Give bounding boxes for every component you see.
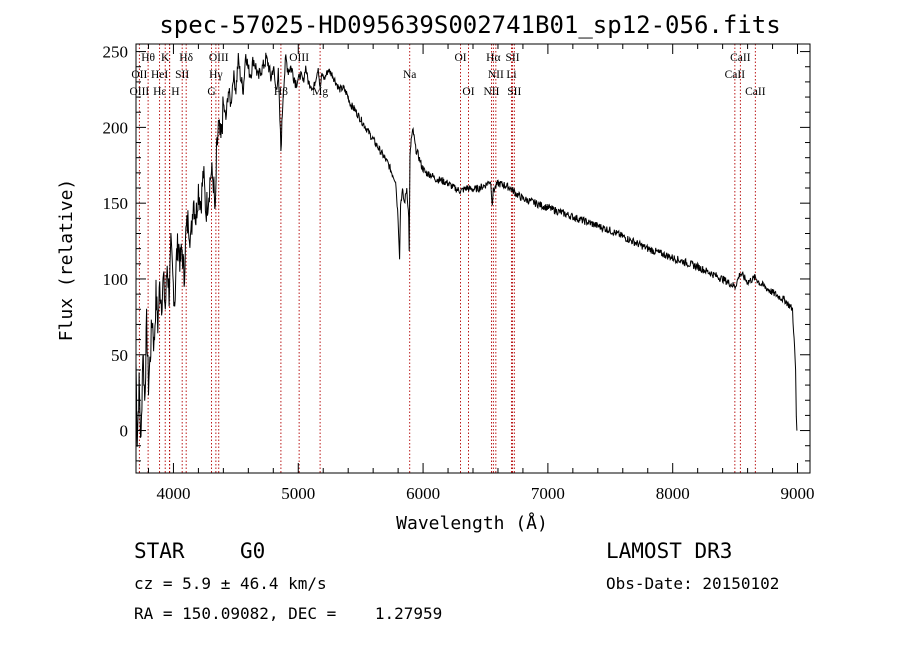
line-label: OIII <box>129 86 149 98</box>
line-label: OIII <box>289 52 309 64</box>
line-label: OI <box>454 52 466 64</box>
line-label: SII <box>175 69 189 81</box>
line-label: Hα <box>486 52 500 64</box>
y-tick-label: 100 <box>103 270 129 289</box>
line-label: Mg <box>312 86 328 98</box>
x-axis-label: Wavelength (Å) <box>396 512 548 534</box>
y-tick-label: 200 <box>103 118 129 137</box>
line-label: Hε <box>153 86 166 98</box>
spectrum-line <box>135 52 798 447</box>
x-tick-label: 4000 <box>156 484 190 503</box>
survey-name: LAMOST DR3 <box>606 539 733 563</box>
y-tick-label: 0 <box>120 422 129 441</box>
spectral-subclass: G0 <box>240 539 266 563</box>
line-label: G <box>207 86 215 98</box>
line-label: OI <box>462 86 474 98</box>
plot-frame <box>135 43 811 474</box>
y-tick-label: 50 <box>111 346 128 365</box>
line-label: Hδ <box>179 52 193 64</box>
x-tick-label: 5000 <box>281 484 315 503</box>
line-label: OII <box>131 69 147 81</box>
line-label: CaII <box>730 52 751 64</box>
y-tick-label: 150 <box>103 194 129 213</box>
line-label: HeI <box>151 69 168 81</box>
x-tick-label: 7000 <box>531 484 565 503</box>
line-label: SII <box>507 86 521 98</box>
x-tick-label: 6000 <box>406 484 440 503</box>
line-label: CaII <box>725 69 746 81</box>
chart-title: spec-57025-HD095639S002741B01_sp12-056.f… <box>159 11 780 39</box>
line-label: Hβ <box>274 86 288 98</box>
y-axis-label: Flux (relative) <box>56 179 77 342</box>
observation-date: Obs-Date: 20150102 <box>606 574 780 593</box>
spectrum-series <box>135 52 798 447</box>
line-label: NII <box>483 86 499 98</box>
coordinates: RA = 150.09082, DEC = 1.27959 <box>134 604 443 623</box>
y-tick-label: 250 <box>103 43 129 62</box>
line-label: K <box>161 52 170 64</box>
x-tick-label: 9000 <box>781 484 815 503</box>
spectral-line-markers <box>138 44 756 473</box>
line-label: Na <box>403 69 416 81</box>
line-label: NII <box>488 69 504 81</box>
axis-ticks: 4000 5000 6000 7000 8000 9000 0 50 100 150 200 250 <box>103 43 815 503</box>
line-label: Hγ <box>209 69 222 81</box>
line-label: H <box>171 86 179 98</box>
spectral-line-labels: Hθ K Hδ OIII OIII OI Hα SII CaII OII HeI SII Hγ Na NII… <box>129 52 765 98</box>
object-class: STAR <box>134 539 185 563</box>
line-label: Li <box>506 69 516 81</box>
line-label: OIII <box>209 52 229 64</box>
line-label: CaII <box>745 86 766 98</box>
x-tick-label: 8000 <box>656 484 690 503</box>
redshift-cz: cz = 5.9 ± 46.4 km/s <box>134 574 327 593</box>
line-label: Hθ <box>141 52 155 64</box>
line-label: SII <box>506 52 520 64</box>
